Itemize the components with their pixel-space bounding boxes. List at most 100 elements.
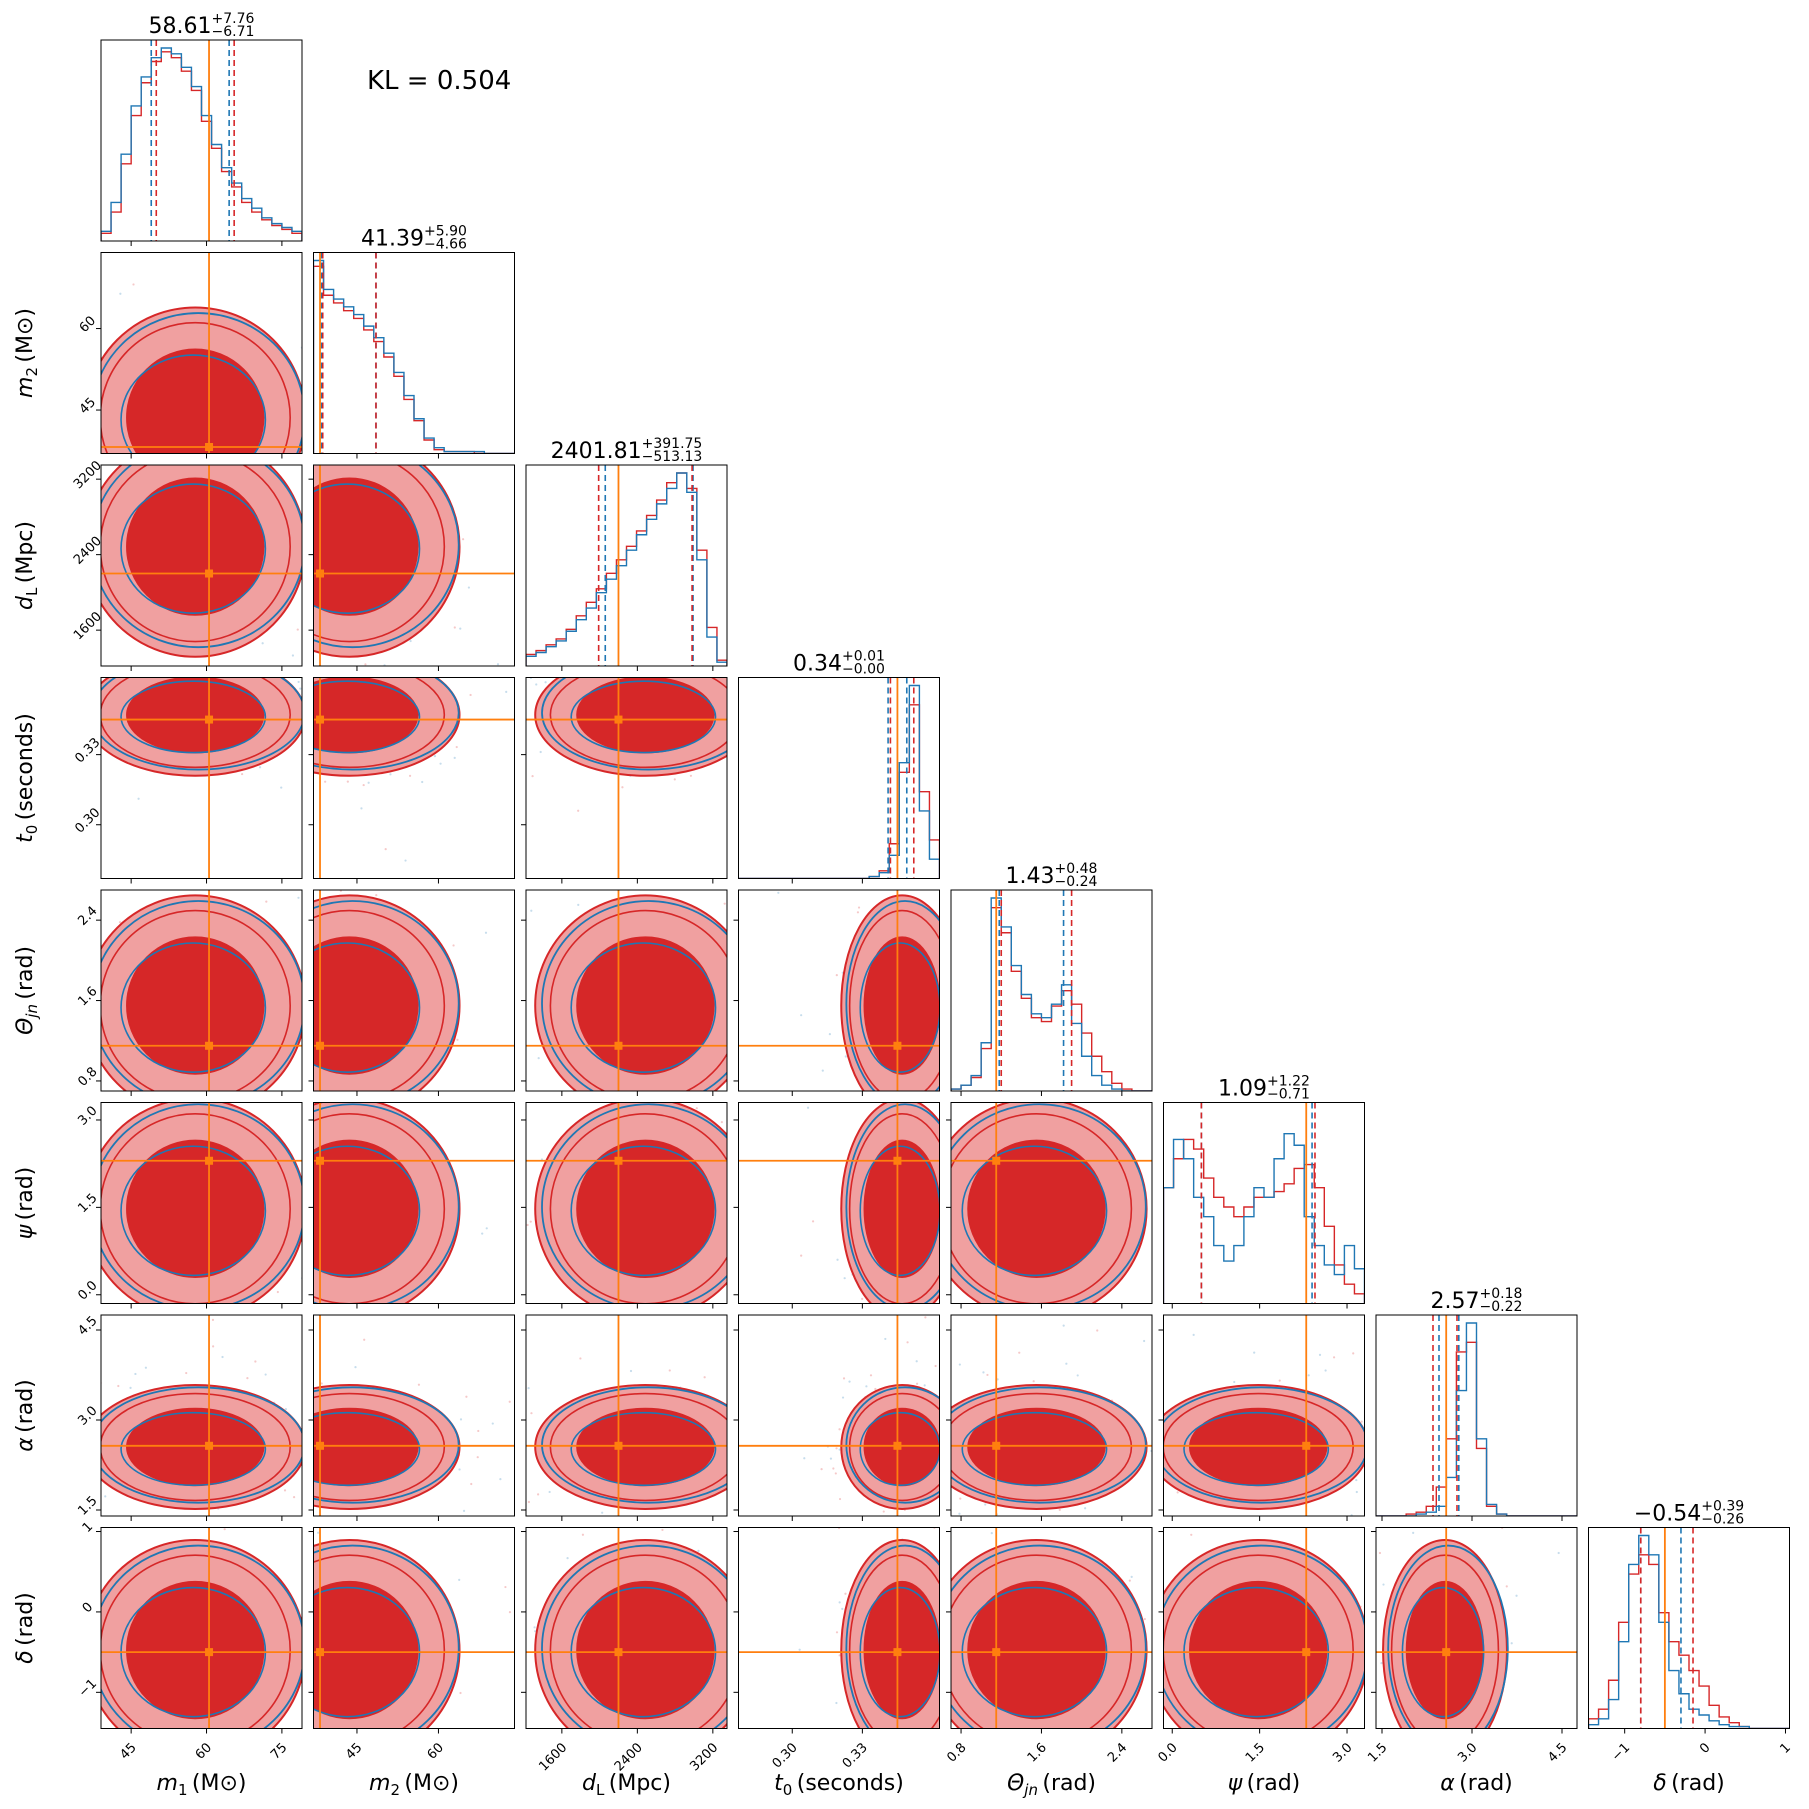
- panel-alpha-vs-theta: [946, 1314, 1175, 1563]
- sample-point: [499, 1477, 502, 1481]
- sample-point: [821, 1069, 824, 1072]
- sample-point: [510, 1556, 512, 1558]
- title-value: 41.39: [361, 227, 424, 252]
- sample-point: [829, 1457, 833, 1460]
- sample-point: [948, 1421, 950, 1423]
- contour-inner-psi-m1: [126, 1139, 265, 1279]
- panel-frame: [100, 39, 303, 242]
- sample-point: [306, 1092, 308, 1094]
- contour-inner-dL-m2: [313, 477, 419, 616]
- sample-point: [1143, 1617, 1146, 1621]
- sample-point: [76, 1529, 78, 1531]
- contour-inner-theta-dL: [576, 936, 715, 1075]
- sample-point: [75, 1722, 77, 1724]
- sample-point: [774, 1462, 776, 1464]
- sample-point: [741, 1424, 743, 1426]
- sample-point: [957, 1561, 959, 1563]
- sample-point: [910, 1360, 912, 1362]
- sample-point: [636, 649, 638, 651]
- sample-point: [65, 1525, 67, 1527]
- ref-contour-inner-t0-m2: [313, 680, 421, 754]
- sample-point: [838, 1497, 842, 1501]
- ref-contour-inner-theta-m1: [120, 942, 267, 1073]
- x-axis-label-dL: dL (Mpc): [582, 1771, 671, 1799]
- sample-point: [76, 739, 78, 741]
- contour-mid-theta-m1: [101, 909, 291, 1091]
- sample-point: [549, 879, 551, 881]
- x-tick-label-dL: 1600: [536, 1740, 570, 1774]
- sample-point: [401, 398, 403, 400]
- sample-point: [1332, 1356, 1336, 1359]
- panel-frame: [100, 1527, 303, 1729]
- sample-point: [1173, 1397, 1175, 1399]
- sample-point: [806, 1106, 810, 1109]
- contour-inner-t0-m1: [126, 677, 265, 754]
- sample-point: [1022, 1532, 1024, 1534]
- sample-point: [838, 1654, 841, 1657]
- contour-mid-t0-m1: [101, 677, 291, 769]
- sample-point: [1373, 1536, 1375, 1538]
- contour-mid-delta-dL: [549, 1554, 727, 1729]
- sample-point: [463, 672, 465, 674]
- panel-frame: [738, 1527, 940, 1729]
- sample-point: [965, 1008, 967, 1010]
- sample-point: [315, 872, 317, 874]
- sample-point: [751, 1181, 753, 1183]
- panel-dL-vs-m1: 1600 2400 3200: [71, 458, 303, 671]
- x-axis-label-m1: m1 (M⊙): [157, 1771, 247, 1799]
- sample-point: [647, 1098, 649, 1100]
- sample-point: [281, 851, 283, 853]
- title-value: 0.34: [793, 652, 842, 677]
- sample-point: [947, 1445, 949, 1447]
- sample-point: [421, 780, 424, 784]
- sample-point: [838, 1601, 841, 1604]
- sample-point: [784, 1093, 786, 1095]
- sample-point: [212, 1317, 214, 1319]
- sample-point: [519, 937, 521, 939]
- sample-point: [727, 1026, 729, 1028]
- ref-contour-outer-t0-m1: [101, 677, 302, 771]
- sample-point: [1400, 1762, 1402, 1764]
- sample-point: [430, 659, 432, 661]
- contour-mid-theta-m2: [313, 909, 446, 1091]
- y-axis-label-theta: Θjn (rad): [13, 946, 41, 1035]
- sample-point: [259, 781, 261, 783]
- contour-mid-alpha-t0: [848, 1392, 940, 1502]
- sample-point: [307, 1729, 309, 1731]
- truth-marker: [614, 715, 623, 724]
- title-theta: 1.43+0.48: [1006, 861, 1098, 889]
- sample-point: [760, 853, 762, 855]
- ref-contour-inner-t0-dL: [570, 680, 717, 754]
- contour-inner-theta-t0: [863, 936, 940, 1075]
- ref-contour-inner-alpha-psi: [1183, 1411, 1330, 1487]
- sample-point: [1382, 1566, 1384, 1568]
- sample-point: [807, 1309, 809, 1311]
- hist-blue-psi: [1163, 1132, 1365, 1304]
- title-plus: +0.48: [1055, 861, 1098, 877]
- sample-point: [1192, 1333, 1195, 1337]
- sample-point: [1351, 1740, 1353, 1742]
- y-tick-label-psi: 0.0: [75, 1278, 100, 1303]
- sample-point: [305, 744, 307, 746]
- contour-mid-dL-m2: [313, 465, 446, 643]
- x-tick-label-theta: 2.4: [1105, 1740, 1130, 1765]
- sample-point: [476, 1456, 479, 1459]
- sample-point: [303, 1441, 305, 1443]
- sample-point: [931, 1344, 933, 1346]
- sample-point: [496, 1214, 498, 1216]
- panel-theta-vs-t0: [733, 889, 967, 1096]
- sample-point: [215, 1307, 217, 1309]
- sample-point: [301, 1099, 303, 1101]
- contour-inner-psi-theta: [967, 1139, 1106, 1279]
- title-value: 1.09: [1218, 1077, 1267, 1102]
- sample-point: [954, 978, 956, 980]
- sample-point: [1403, 1418, 1405, 1420]
- sample-point: [458, 1468, 461, 1471]
- contour-mid-delta-theta: [951, 1554, 1133, 1729]
- sample-point: [725, 1733, 727, 1735]
- sample-point: [958, 1512, 961, 1515]
- sample-point: [281, 1399, 283, 1401]
- sample-point: [310, 716, 312, 718]
- sample-point: [736, 1617, 738, 1619]
- sample-point: [872, 1346, 874, 1348]
